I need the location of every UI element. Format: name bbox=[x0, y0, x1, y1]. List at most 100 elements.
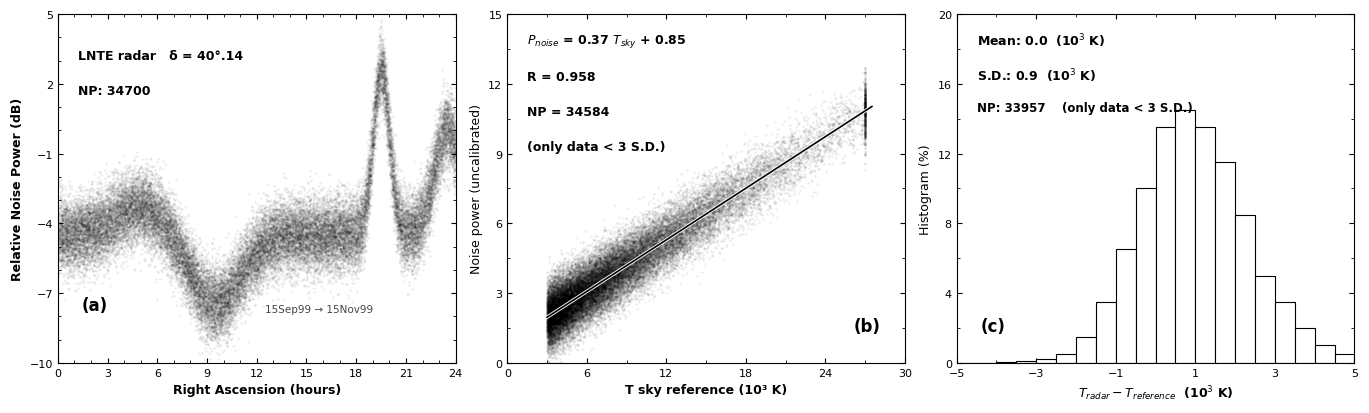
Point bbox=[367, 77, 389, 84]
Point bbox=[74, 210, 96, 216]
Point bbox=[613, 242, 635, 248]
Point bbox=[554, 293, 576, 299]
Point bbox=[645, 242, 667, 248]
Point bbox=[590, 296, 612, 302]
Point bbox=[96, 254, 118, 261]
Point bbox=[568, 292, 590, 299]
Point bbox=[601, 273, 623, 279]
Point bbox=[418, 209, 439, 216]
Point bbox=[70, 199, 92, 206]
Point bbox=[563, 293, 585, 300]
Point bbox=[560, 309, 582, 315]
Point bbox=[282, 266, 304, 273]
Point bbox=[654, 257, 676, 263]
Point bbox=[164, 238, 186, 244]
Point bbox=[379, 152, 401, 158]
Point bbox=[303, 254, 324, 261]
Point bbox=[60, 249, 82, 256]
Point bbox=[854, 108, 876, 115]
Point bbox=[249, 215, 271, 221]
Point bbox=[142, 225, 164, 232]
Point bbox=[442, 151, 464, 157]
Point bbox=[572, 332, 594, 339]
Point bbox=[597, 253, 619, 259]
Point bbox=[289, 255, 311, 261]
Point bbox=[186, 287, 208, 294]
Point bbox=[122, 185, 144, 191]
Point bbox=[438, 123, 460, 130]
Point bbox=[427, 142, 449, 149]
Point bbox=[85, 244, 107, 250]
Point bbox=[701, 196, 723, 203]
Point bbox=[548, 263, 570, 270]
Point bbox=[632, 264, 654, 271]
Point bbox=[705, 202, 727, 209]
Point bbox=[62, 239, 84, 245]
Point bbox=[590, 302, 612, 309]
Point bbox=[426, 131, 448, 138]
Point bbox=[271, 223, 293, 229]
Point bbox=[104, 223, 126, 230]
Point bbox=[251, 262, 272, 269]
Point bbox=[114, 232, 136, 238]
Point bbox=[389, 217, 411, 224]
Point bbox=[419, 215, 441, 221]
Point bbox=[127, 219, 149, 226]
Point bbox=[126, 154, 148, 160]
Point bbox=[136, 204, 157, 211]
Point bbox=[604, 278, 626, 284]
Point bbox=[355, 188, 376, 195]
Point bbox=[119, 202, 141, 209]
Point bbox=[570, 263, 591, 270]
Point bbox=[642, 238, 664, 244]
Point bbox=[105, 206, 127, 212]
Point bbox=[82, 237, 104, 244]
Point bbox=[123, 212, 145, 219]
Point bbox=[543, 311, 565, 318]
Point bbox=[407, 227, 428, 234]
Point bbox=[684, 231, 706, 237]
Point bbox=[331, 209, 353, 216]
Point bbox=[264, 215, 286, 221]
Point bbox=[105, 228, 127, 235]
Point bbox=[682, 209, 704, 215]
Point bbox=[104, 214, 126, 221]
Point bbox=[543, 330, 565, 337]
Point bbox=[560, 299, 582, 306]
Point bbox=[596, 272, 617, 278]
Point bbox=[560, 305, 582, 312]
Point bbox=[563, 286, 585, 292]
Point bbox=[538, 325, 560, 331]
Point bbox=[687, 192, 709, 199]
Point bbox=[604, 245, 626, 252]
Point bbox=[553, 277, 575, 284]
Point bbox=[854, 91, 876, 97]
Point bbox=[248, 239, 270, 245]
Point bbox=[683, 208, 705, 215]
Point bbox=[73, 228, 94, 234]
Point bbox=[231, 265, 253, 272]
Point bbox=[307, 225, 329, 232]
Point bbox=[153, 237, 175, 243]
Point bbox=[73, 262, 94, 269]
Point bbox=[370, 36, 392, 43]
Point bbox=[233, 247, 255, 254]
Point bbox=[561, 305, 583, 311]
Point bbox=[561, 285, 583, 292]
Point bbox=[308, 211, 330, 218]
Point bbox=[316, 232, 338, 238]
Point bbox=[567, 290, 589, 297]
Point bbox=[542, 309, 564, 316]
Point bbox=[149, 220, 171, 226]
Point bbox=[320, 191, 342, 198]
Point bbox=[582, 295, 604, 302]
Point bbox=[303, 237, 324, 243]
Point bbox=[305, 251, 327, 257]
Point bbox=[572, 271, 594, 278]
Point bbox=[671, 247, 693, 254]
Point bbox=[619, 301, 641, 308]
Point bbox=[298, 207, 320, 214]
Point bbox=[638, 237, 660, 243]
Point bbox=[163, 275, 185, 282]
Point bbox=[350, 223, 372, 229]
